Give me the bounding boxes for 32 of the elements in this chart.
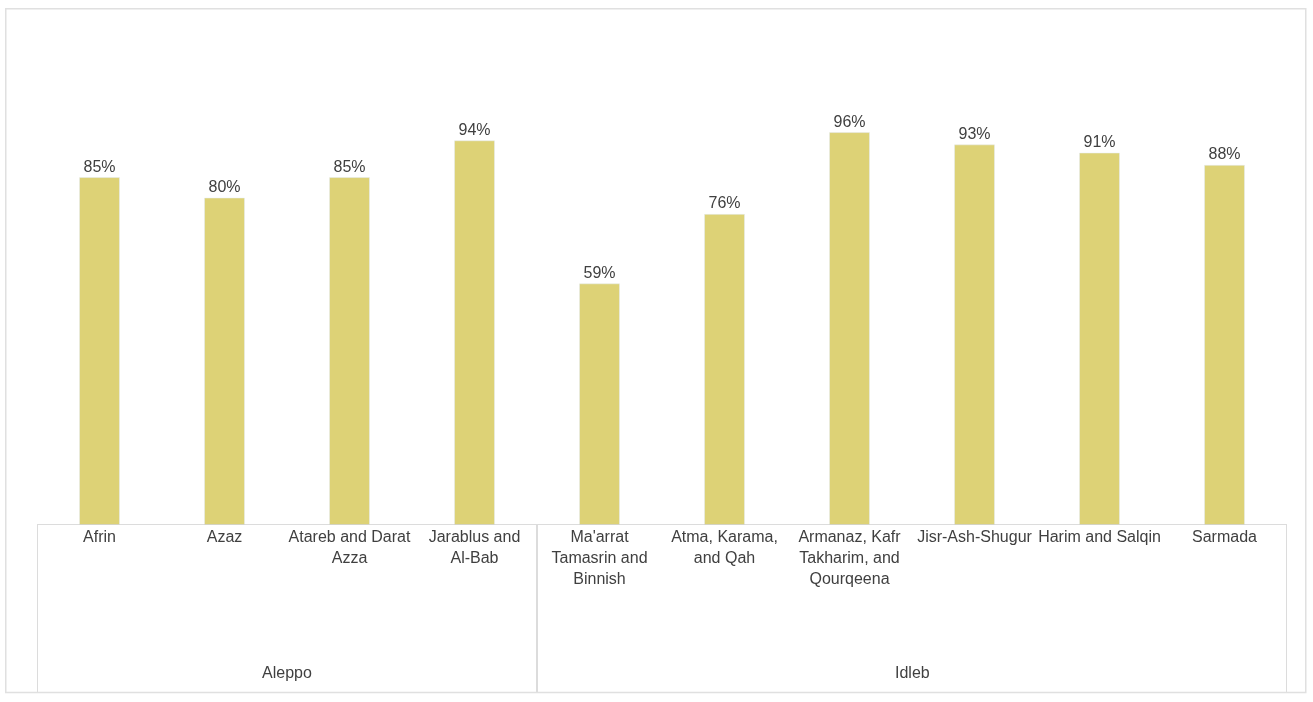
bar: [79, 177, 120, 525]
x-tick-label: Armanaz, Kafr Takharim, and Qourqeena: [798, 528, 902, 587]
data-label: 93%: [958, 124, 991, 142]
text: Idleb: [895, 664, 930, 681]
x-tick-label: Harim and Salqin: [1038, 528, 1161, 545]
data-label: 76%: [708, 194, 741, 212]
bar: [454, 140, 495, 525]
bar: [579, 283, 620, 525]
data-label: 88%: [1208, 145, 1241, 163]
data-label: 80%: [208, 178, 241, 195]
data-label: 85%: [83, 157, 116, 175]
bar: [704, 214, 745, 525]
data-label: 59%: [583, 263, 616, 281]
bar: [1204, 165, 1245, 525]
data-label: 85%: [333, 157, 366, 175]
bar: [204, 197, 245, 525]
x-tick-label: Atareb and Darat Azza: [288, 528, 411, 566]
bar: [1079, 152, 1120, 525]
x-tick-label: Jarablus and Al-Bab: [428, 528, 521, 566]
text: Aleppo: [262, 664, 312, 681]
x-tick-label: Azaz: [206, 528, 243, 545]
x-tick-label: Ma'arrat Tamasrin and Binnish: [551, 528, 648, 587]
x-tick-label: Sarmada: [1192, 528, 1258, 545]
x-tick-label: Afrin: [83, 528, 116, 545]
data-label: 91%: [1083, 133, 1116, 151]
bar: [329, 177, 370, 525]
data-label: 96%: [833, 112, 866, 130]
bar: [954, 144, 995, 525]
bar: [829, 132, 870, 525]
data-label: 94%: [458, 120, 491, 138]
x-tick-label: Atma, Karama, and Qah: [671, 528, 778, 566]
x-tick-label: Jisr-Ash-Shugur: [917, 528, 1033, 545]
